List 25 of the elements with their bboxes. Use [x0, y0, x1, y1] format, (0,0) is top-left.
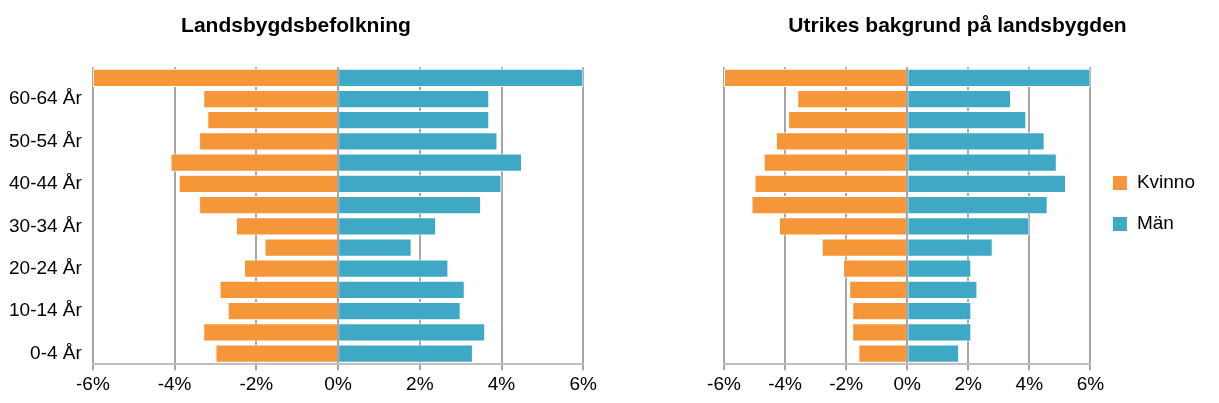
- x-tick-label: -2%: [239, 372, 274, 394]
- x-tick-label: -4%: [768, 372, 803, 394]
- legend-label: Kvinno: [1136, 171, 1196, 193]
- y-tick-label: 60-64 År: [9, 87, 83, 109]
- y-tick-label: 10-14 År: [9, 299, 83, 321]
- x-tick-label: 6%: [1076, 372, 1105, 394]
- x-tick-label: -4%: [157, 372, 192, 394]
- chart-title: Landsbygdsbefolkning: [181, 13, 411, 37]
- x-tick-label: -6%: [707, 372, 741, 394]
- x-tick-label: 2%: [954, 372, 983, 394]
- y-tick-label: 30-34 År: [9, 214, 83, 236]
- x-tick-label: 4%: [1015, 372, 1044, 394]
- y-tick-label: 40-44 År: [9, 172, 83, 194]
- x-tick-label: -2%: [829, 372, 864, 394]
- x-tick-label: -6%: [75, 372, 110, 394]
- x-tick-label: 4%: [487, 372, 516, 394]
- y-tick-label: 0-4 År: [30, 341, 83, 363]
- x-tick-label: 0%: [893, 372, 922, 394]
- y-tick-label: 50-54 År: [9, 129, 83, 151]
- chart-title: Utrikes bakgrund på landsbygden: [788, 13, 1127, 37]
- x-tick-label: 0%: [324, 372, 352, 394]
- legend-label: Män: [1136, 212, 1174, 234]
- x-tick-label: 2%: [406, 372, 434, 394]
- x-tick-label: 6%: [569, 372, 598, 394]
- y-tick-label: 20-24 År: [9, 256, 83, 278]
